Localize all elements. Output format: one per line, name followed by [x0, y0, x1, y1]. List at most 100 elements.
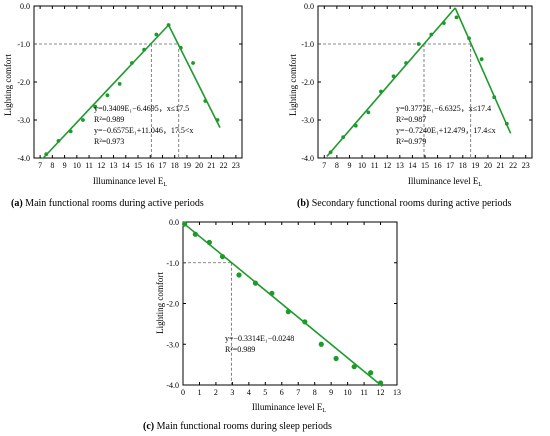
data-point-b [328, 150, 333, 155]
y-tick-label-b: -1.0 [301, 40, 314, 49]
data-point-a [129, 61, 134, 65]
x-tick-label-a: 14 [122, 161, 130, 170]
data-point-a [56, 139, 61, 143]
data-point-a [105, 93, 110, 98]
x-tick-label-c: 8 [313, 388, 317, 397]
fit-line-a [167, 24, 221, 128]
x-tick-label-c: 0 [181, 388, 185, 397]
data-point-a [178, 45, 183, 50]
data-point-c [269, 290, 275, 296]
x-tick-label-b: 18 [459, 161, 467, 170]
x-tick-label-a: 23 [232, 161, 240, 170]
y-tick-label-a: -2.0 [17, 78, 30, 87]
x-tick-label-c: 11 [360, 388, 368, 397]
x-tick-label-b: 16 [434, 161, 442, 170]
y-axis-label-a: Lighting comfort [3, 54, 13, 116]
y-tick-label-c: -2.0 [166, 300, 179, 309]
equation-text-a: R²=0.973 [94, 137, 124, 146]
data-point-c [318, 341, 324, 347]
x-tick-label-a: 21 [207, 161, 215, 170]
x-tick-label-b: 10 [358, 161, 366, 170]
x-tick-label-a: 19 [183, 161, 191, 170]
data-point-c [252, 280, 259, 286]
x-tick-label-b: 11 [371, 161, 379, 170]
x-tick-label-c: 4 [247, 388, 251, 397]
fit-line-a [41, 24, 170, 160]
x-tick-label-b: 14 [408, 161, 416, 170]
x-tick-label-b: 13 [396, 161, 404, 170]
x-tick-label-b: 15 [421, 161, 429, 170]
caption-a: (a) Main functional rooms during active … [11, 198, 204, 209]
data-point-b [341, 135, 346, 140]
data-point-b [492, 95, 497, 100]
data-point-c [351, 364, 357, 370]
y-axis-label-b: Lighting comfort [288, 54, 298, 116]
data-point-a [191, 61, 195, 65]
chart-panel-a: Lighting comfort Illuminance level EL (a… [3, 2, 243, 209]
data-point-a [44, 152, 49, 157]
data-point-b [353, 123, 358, 128]
y-axis-label-c: Lighting comfort [155, 272, 165, 334]
x-tick-label-c: 5 [263, 388, 267, 397]
x-tick-label-b: 12 [383, 161, 391, 170]
data-point-b [379, 89, 383, 94]
fit-line-b [326, 7, 456, 158]
x-axis-label-b: Illuminance level EL [408, 176, 482, 188]
y-tick-label-c: -1.0 [166, 259, 179, 268]
data-point-b [391, 74, 396, 79]
y-tick-label-b: -4.0 [301, 154, 314, 163]
data-point-c [206, 239, 212, 245]
caption-b: (b) Secondary functional rooms during ac… [297, 198, 512, 209]
data-point-b [467, 36, 471, 41]
data-point-b [416, 42, 421, 46]
x-tick-label-a: 16 [146, 161, 154, 170]
x-tick-label-a: 20 [195, 161, 203, 170]
data-point-a [154, 32, 159, 37]
x-tick-label-b: 8 [335, 161, 339, 170]
x-tick-label-b: 17 [446, 161, 454, 170]
x-tick-label-a: 10 [73, 161, 81, 170]
equation-text-b: y=0.3773E₁−6.6325，x≤17.4 [396, 104, 491, 113]
y-tick-label-c: -4.0 [166, 381, 179, 390]
data-point-c [182, 221, 188, 227]
y-tick-label-b: -3.0 [301, 116, 314, 125]
x-tick-label-b: 23 [522, 161, 530, 170]
equation-text-a: y=−0.6575E₁+11.046，17.5<x [94, 126, 193, 135]
y-tick-label-a: -1.0 [17, 40, 30, 49]
x-tick-label-c: 1 [197, 388, 201, 397]
data-point-a [203, 99, 208, 103]
x-tick-label-b: 20 [484, 161, 492, 170]
data-point-c [368, 370, 374, 376]
x-tick-label-c: 9 [329, 388, 333, 397]
data-point-c [377, 380, 384, 386]
fit-line-b [454, 7, 512, 134]
x-tick-label-c: 10 [344, 388, 352, 397]
x-tick-label-a: 18 [171, 161, 179, 170]
x-tick-label-a: 8 [50, 161, 54, 170]
data-point-a [117, 82, 122, 86]
x-tick-label-b: 9 [347, 161, 351, 170]
x-tick-label-c: 2 [214, 388, 218, 397]
plot-frame-b [317, 5, 533, 159]
data-point-a [215, 118, 220, 122]
data-point-b [366, 110, 371, 115]
data-point-c [333, 355, 339, 362]
x-tick-label-c: 12 [377, 388, 385, 397]
x-axis-label-a: Illuminance level EL [93, 176, 167, 188]
data-point-b [441, 21, 446, 25]
equation-text-b: R²=0.979 [396, 137, 426, 146]
x-tick-label-c: 3 [230, 388, 234, 397]
equation-text-c: R²=0.989 [225, 345, 255, 354]
x-tick-label-a: 15 [134, 161, 142, 170]
y-tick-label-a: -4.0 [17, 154, 30, 163]
x-tick-label-b: 21 [497, 161, 505, 170]
x-tick-label-a: 11 [85, 161, 93, 170]
caption-c: (c) Main functional rooms during sleep p… [143, 421, 332, 432]
x-tick-label-a: 7 [38, 161, 42, 170]
x-tick-label-a: 9 [63, 161, 67, 170]
data-point-b [429, 32, 434, 37]
data-point-c [302, 319, 308, 325]
y-tick-label-b: -2.0 [301, 78, 314, 87]
x-tick-label-b: 7 [322, 161, 326, 170]
